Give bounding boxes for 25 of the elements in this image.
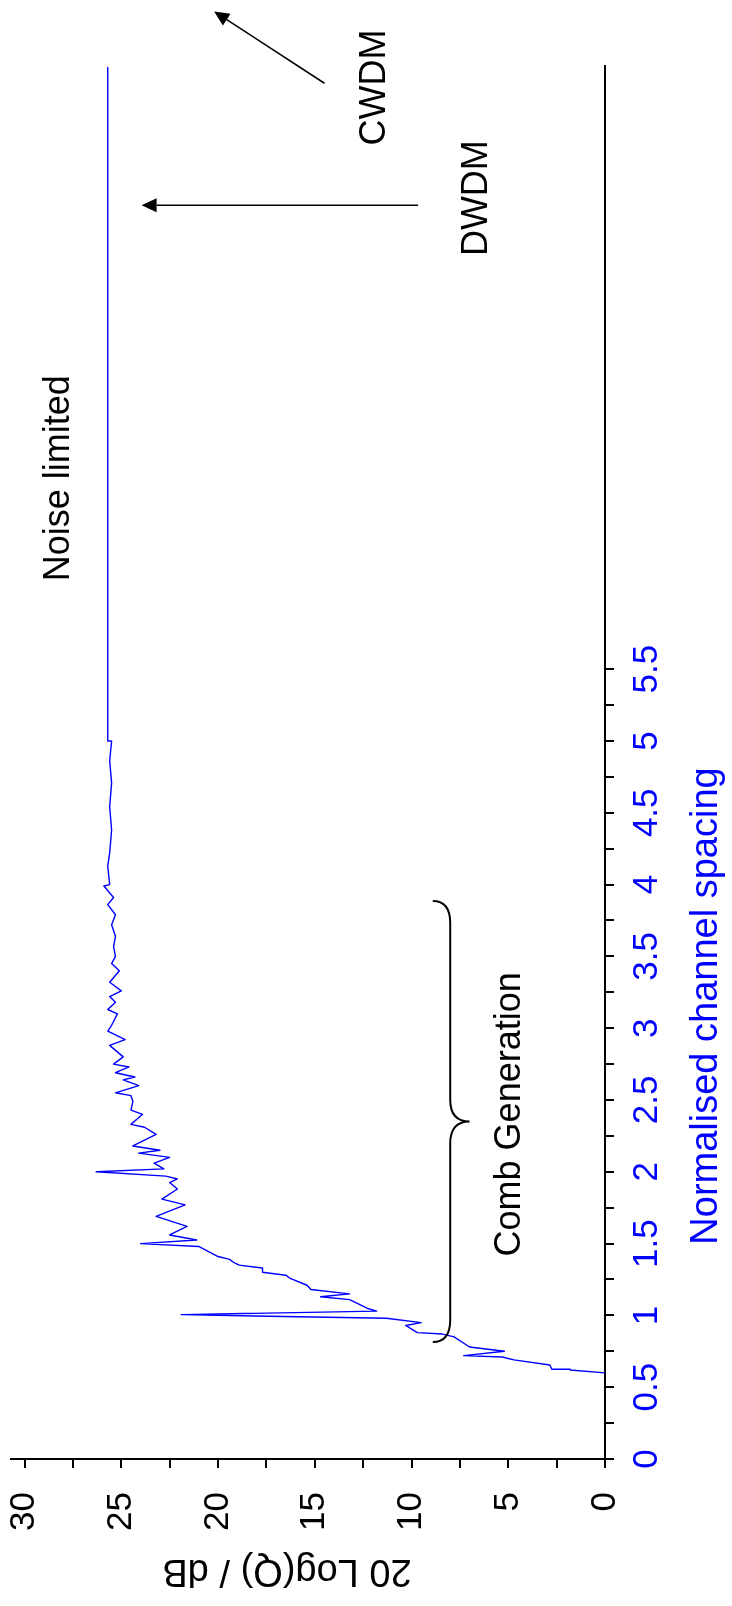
x-tick-label: 0: [582, 1492, 622, 1512]
y-tick-label: 0.5: [624, 1362, 664, 1412]
annotation: DWDM: [454, 140, 496, 257]
x-axis-title: 20 Log(Q) / dB: [162, 1551, 412, 1594]
y-tick-label: 5: [624, 731, 664, 751]
y-tick-label: 5.5: [624, 644, 664, 694]
y-tick-label: 2: [624, 1162, 664, 1182]
y-tick-label: 1.5: [624, 1219, 664, 1268]
annotation: Comb Generation: [487, 972, 529, 1257]
x-tick-label: 25: [98, 1492, 138, 1531]
x-tick-label: 20: [195, 1492, 235, 1531]
y-tick-label: 3: [624, 1018, 664, 1038]
x-tick-label: 15: [292, 1492, 332, 1531]
x-tick-label: 10: [389, 1492, 429, 1531]
y-tick-label: 2.5: [624, 1075, 664, 1125]
y-tick-label: 1: [624, 1305, 664, 1326]
y-tick-label: 4: [624, 874, 664, 895]
y-tick-label: 0: [624, 1449, 664, 1469]
y-axis-title: Normalised channel spacing: [683, 767, 726, 1245]
y-tick-label: 4.5: [624, 788, 664, 838]
annotation: CWDM: [351, 29, 393, 146]
x-tick-label: 5: [485, 1492, 525, 1512]
y-tick-label: 3.5: [624, 932, 664, 981]
x-tick-label: 30: [2, 1492, 42, 1531]
annotation: Noise limited: [36, 375, 78, 582]
